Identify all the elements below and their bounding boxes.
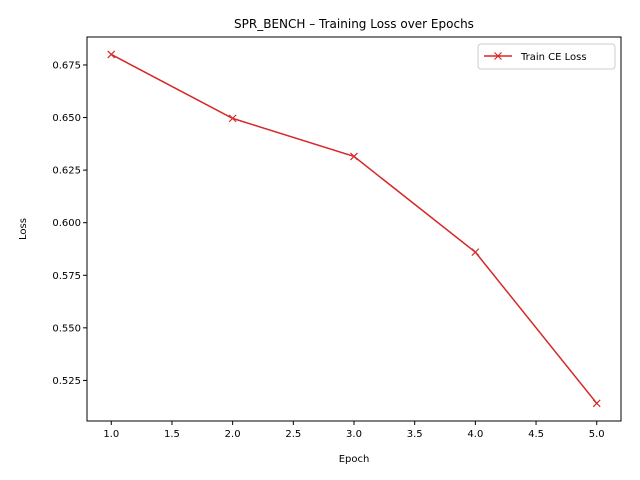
y-tick-label: 0.625 (52, 166, 81, 177)
legend-marker-x (494, 52, 502, 60)
y-tick-label: 0.525 (52, 376, 81, 387)
y-tick-label: 0.550 (52, 323, 81, 334)
y-axis: 0.525 0.550 0.575 0.600 0.625 0.650 0.675 (52, 60, 87, 387)
x-tick-label: 5.0 (589, 429, 605, 440)
data-point-marker (107, 50, 116, 59)
data-point-marker (592, 399, 601, 408)
y-tick-label: 0.675 (52, 60, 81, 71)
x-tick-label: 3.5 (407, 429, 423, 440)
data-point-marker (228, 114, 237, 123)
series-layer (107, 50, 601, 408)
x-tick-label: 2.5 (285, 429, 301, 440)
x-tick-label: 2.0 (225, 429, 241, 440)
data-point-marker (350, 152, 358, 161)
x-tick-label: 1.0 (103, 429, 119, 440)
x-tick-label: 4.5 (528, 429, 544, 440)
y-tick-label: 0.600 (52, 218, 81, 229)
chart-title: SPR_BENCH – Training Loss over Epochs (234, 17, 474, 31)
legend-marker (494, 52, 502, 60)
y-tick-label: 0.575 (52, 271, 81, 282)
x-tick-label: 3.0 (346, 429, 362, 440)
x-axis: 1.0 1.5 2.0 2.5 3.0 3.5 4.0 4.5 5.0 (103, 421, 605, 440)
legend: Train CE Loss (477, 43, 616, 70)
legend-label: Train CE Loss (520, 52, 587, 63)
x-axis-label: Epoch (339, 454, 370, 465)
x-tick-label: 1.5 (164, 429, 180, 440)
data-point-marker (471, 248, 480, 257)
x-tick-label: 4.0 (467, 429, 483, 440)
y-tick-label: 0.650 (52, 113, 81, 124)
y-axis-label: Loss (18, 218, 29, 240)
legend-box (477, 43, 616, 70)
